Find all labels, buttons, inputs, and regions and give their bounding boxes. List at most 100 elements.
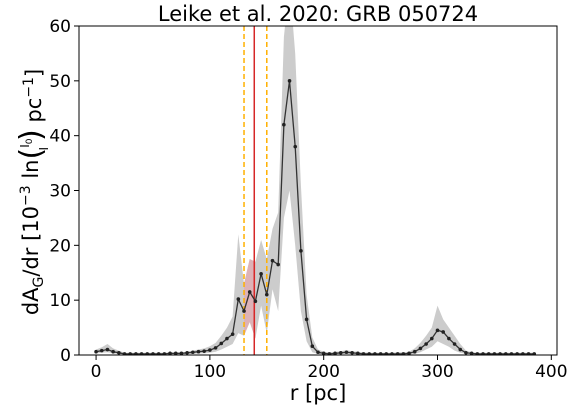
data-point — [384, 352, 389, 355]
series-line — [95, 80, 535, 355]
x-tick-label: 100 — [194, 362, 226, 382]
data-point — [276, 262, 280, 267]
data-point — [105, 347, 110, 352]
data-point — [441, 330, 445, 334]
chart-title: Leike et al. 2020: GRB 050724 — [158, 2, 478, 26]
data-point — [247, 290, 252, 294]
x-tick-label: 400 — [535, 362, 567, 382]
data-point — [236, 297, 241, 301]
data-point — [287, 79, 292, 83]
data-point — [134, 352, 138, 355]
confidence-band — [96, 26, 535, 355]
data-point — [168, 351, 172, 355]
data-point — [270, 258, 275, 263]
data-point — [139, 352, 144, 355]
y-tick-label: 30 — [49, 182, 71, 202]
data-point — [344, 350, 349, 355]
svg-text:dAG/dr [10−3 ln(I0I) pc−1]: dAG/dr [10−3 ln(I0I) pc−1] — [14, 69, 51, 315]
data-point — [338, 351, 343, 355]
data-point — [179, 351, 184, 355]
data-point — [316, 350, 320, 355]
data-point — [111, 349, 115, 354]
data-point — [151, 352, 155, 355]
data-point — [435, 328, 440, 333]
data-point — [333, 351, 337, 355]
y-tick-label: 0 — [60, 346, 71, 366]
y-axis: 0 10 20 30 40 50 60 — [49, 17, 79, 366]
series-polyline — [95, 80, 535, 355]
x-tick-label: 0 — [91, 362, 102, 382]
y-tick-label: 20 — [49, 236, 71, 256]
data-point — [407, 351, 411, 355]
data-point — [128, 352, 133, 355]
data-point — [202, 349, 206, 353]
y-tick-label: 40 — [49, 127, 71, 147]
data-point — [447, 336, 451, 341]
y-axis-label: dAG/dr [10−3 ln(I0I) pc−1] — [14, 69, 51, 315]
data-point — [430, 336, 434, 341]
data-point — [521, 352, 525, 355]
data-point — [225, 336, 229, 341]
data-point — [156, 352, 161, 355]
data-point — [208, 348, 212, 352]
data-point — [242, 309, 246, 313]
data-point — [367, 352, 372, 355]
data-point — [191, 350, 195, 355]
data-point — [122, 352, 127, 355]
data-point — [259, 272, 263, 276]
data-point — [509, 352, 514, 355]
x-axis: 0 100 200 300 400 — [91, 355, 568, 382]
data-point — [373, 352, 377, 355]
data-point — [401, 352, 406, 355]
data-point — [486, 352, 491, 355]
data-point — [299, 249, 303, 253]
data-point — [378, 352, 383, 355]
data-point — [327, 352, 332, 355]
data-point — [492, 352, 497, 355]
x-tick-label: 200 — [307, 362, 339, 382]
x-tick-label: 300 — [421, 362, 453, 382]
y-tick-label: 50 — [49, 72, 71, 92]
data-point — [293, 144, 298, 149]
data-point — [185, 351, 189, 355]
data-point — [94, 349, 98, 354]
uncertainty-band — [96, 26, 535, 355]
data-point — [395, 352, 400, 355]
highlight-band — [244, 259, 256, 339]
data-point — [481, 352, 485, 355]
data-point — [418, 346, 423, 351]
data-point — [390, 352, 394, 355]
data-point — [219, 341, 224, 346]
data-point — [117, 351, 121, 355]
data-point — [475, 352, 480, 355]
data-point — [503, 352, 508, 355]
data-point — [515, 352, 519, 355]
plot-frame — [78, 25, 558, 356]
data-point — [361, 352, 366, 355]
data-point — [230, 332, 235, 336]
y-tick-label: 60 — [49, 17, 71, 37]
data-point — [356, 351, 360, 355]
data-point — [310, 344, 315, 349]
data-point — [213, 346, 218, 350]
data-point — [196, 349, 201, 354]
data-point — [253, 299, 258, 304]
data-points — [94, 79, 537, 355]
data-point — [321, 351, 326, 355]
data-point — [304, 317, 309, 322]
data-point — [452, 342, 457, 346]
data-point — [526, 352, 531, 355]
data-point — [412, 349, 417, 354]
data-point — [145, 352, 150, 355]
data-point — [264, 292, 269, 297]
data-point — [498, 352, 502, 355]
data-point — [173, 351, 178, 355]
data-point — [532, 352, 537, 355]
data-point — [99, 348, 104, 353]
y-tick-label: 10 — [49, 291, 71, 311]
data-point — [282, 122, 286, 127]
x-axis-label: r [pc] — [290, 381, 347, 405]
data-point — [469, 351, 474, 355]
data-point — [424, 342, 428, 346]
